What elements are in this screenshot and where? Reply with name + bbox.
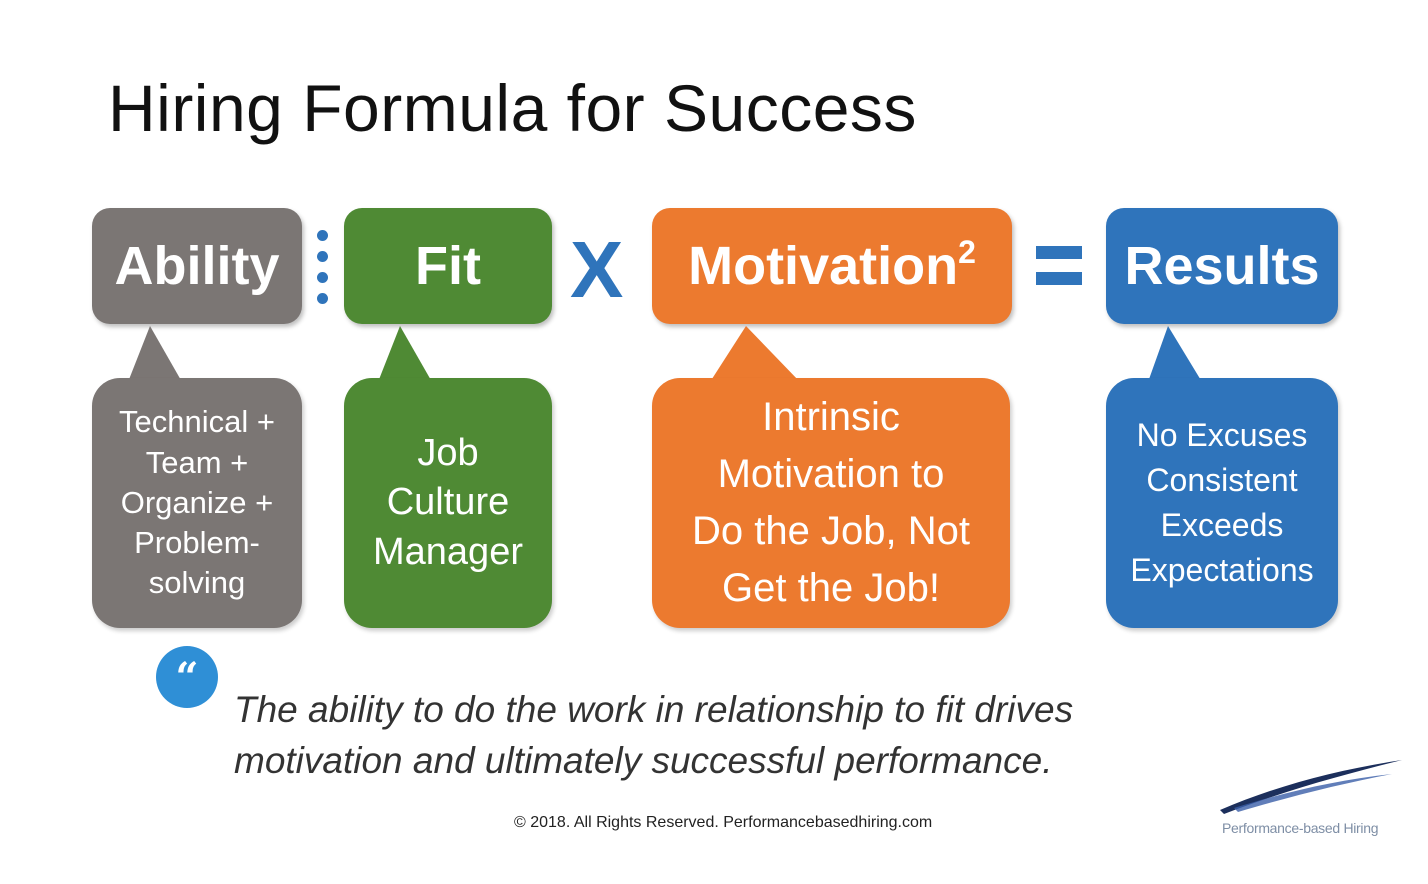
results-callout-tail — [1148, 326, 1202, 382]
fit-detail-line: Job — [417, 431, 479, 474]
ability-detail-line: Organize + — [120, 484, 274, 520]
results-detail-card: No Excuses Consistent Exceeds Expectatio… — [1106, 378, 1338, 628]
results-detail-line: Expectations — [1130, 551, 1314, 588]
ability-detail-line: Technical + — [119, 404, 275, 440]
fit-box: Fit — [344, 208, 552, 324]
ability-detail-line: solving — [148, 565, 246, 601]
motivation-label: Motivation — [688, 236, 959, 296]
results-detail-line: Consistent — [1146, 462, 1298, 499]
ability-box: Ability — [92, 208, 302, 324]
results-detail-line: Exceeds — [1160, 507, 1284, 543]
multiply-operator: X — [570, 225, 624, 314]
quote-text: The ability to do the work in relationsh… — [234, 684, 1234, 786]
ability-label: Ability — [114, 236, 280, 296]
motivation-detail-line: Get the Job! — [722, 565, 940, 610]
motivation-detail-card: Intrinsic Motivation to Do the Job, Not … — [652, 378, 1010, 628]
motivation-callout-tail — [710, 326, 800, 382]
ability-detail-card: Technical + Team + Organize + Problem- s… — [92, 378, 302, 628]
motivation-detail-line: Intrinsic — [762, 395, 900, 440]
results-box: Results — [1106, 208, 1338, 324]
ability-detail-line: Problem- — [134, 525, 260, 561]
logo-text: Performance-based Hiring — [1222, 820, 1379, 836]
results-detail-line: No Excuses — [1136, 417, 1308, 454]
quote-icon: “ — [156, 646, 218, 708]
equals-operator — [1036, 246, 1082, 298]
slide-title: Hiring Formula for Success — [108, 71, 917, 145]
fit-detail-card: Job Culture Manager — [344, 378, 552, 628]
quote-line: motivation and ultimately successful per… — [234, 740, 1053, 782]
motivation-detail-line: Do the Job, Not — [692, 509, 970, 553]
fit-detail-line: Culture — [386, 481, 510, 524]
fit-detail-line: Manager — [373, 530, 523, 573]
motivation-detail-line: Motivation to — [717, 452, 945, 497]
fit-label: Fit — [415, 236, 481, 296]
fit-callout-tail — [378, 326, 432, 382]
quote-line: The ability to do the work in relationsh… — [234, 689, 1074, 730]
copyright-notice: © 2018. All Rights Reserved. Performance… — [514, 814, 933, 831]
results-label: Results — [1124, 236, 1320, 296]
motivation-box: Motivation 2 — [652, 208, 1012, 324]
divide-operator — [316, 230, 330, 304]
ability-detail-line: Team + — [145, 444, 249, 480]
ability-callout-tail — [128, 326, 182, 382]
swoosh-logo-icon — [1220, 760, 1402, 814]
